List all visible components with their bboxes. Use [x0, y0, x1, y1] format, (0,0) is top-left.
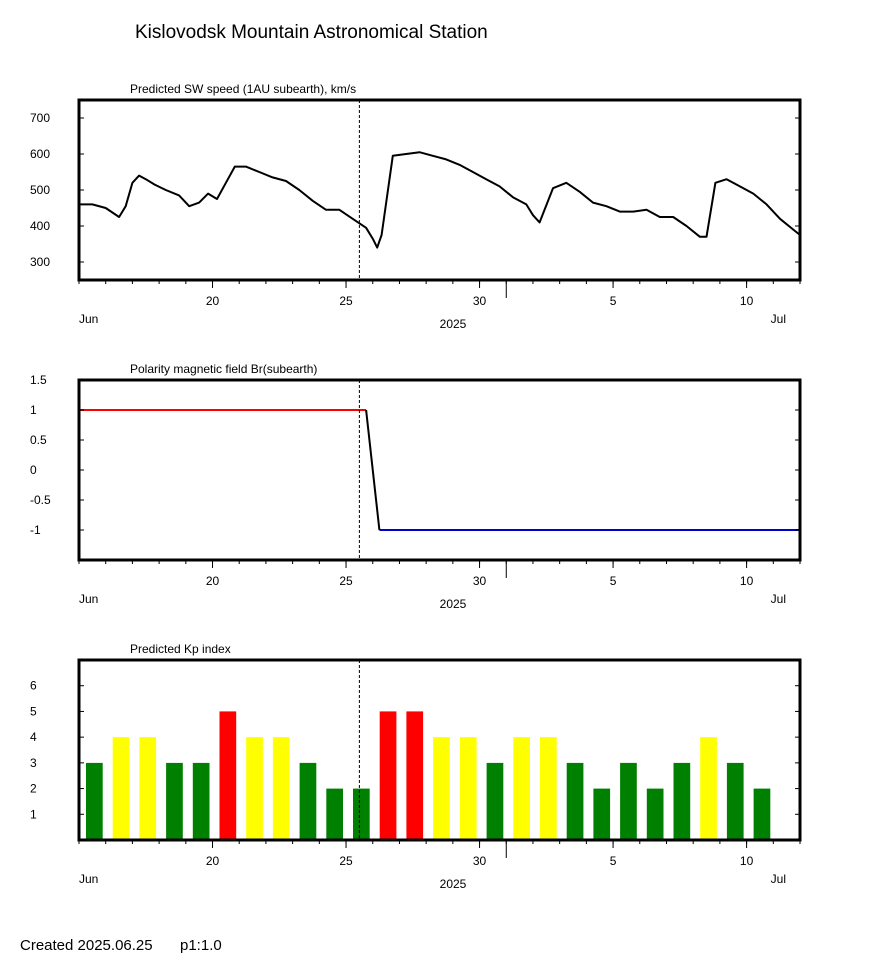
polarity-x-tick-label: 10 — [740, 574, 754, 588]
polarity-x-tick-label: 30 — [473, 574, 487, 588]
kp-bar — [513, 737, 530, 840]
kp-x-tick-label: 5 — [610, 854, 617, 868]
kp-bar — [219, 711, 237, 840]
kp-plot-frame — [77, 658, 802, 842]
polarity-plot-frame — [77, 378, 802, 562]
sw-y-tick-label: 600 — [30, 147, 50, 161]
sw-x-tick-label: 30 — [473, 294, 487, 308]
sw-y-tick-label: 400 — [30, 219, 50, 233]
polarity-x-tick-label: 25 — [339, 574, 353, 588]
sw-speed-title: Predicted SW speed (1AU subearth), km/s — [130, 82, 356, 96]
polarity-y-tick-label: 0 — [30, 463, 37, 477]
polarity-x-tick-label: 20 — [206, 574, 220, 588]
kp-bar — [166, 762, 183, 840]
polarity-y-tick-label: -1 — [30, 523, 41, 537]
polarity-y-tick-label: -0.5 — [30, 493, 51, 507]
kp-bar — [620, 762, 637, 840]
kp-bar — [272, 737, 290, 840]
polarity-series-line — [365, 409, 381, 531]
kp-bar — [673, 762, 691, 840]
sw-month-label-jun: Jun — [79, 312, 98, 326]
kp-bar — [726, 762, 744, 840]
kp-y-tick-label: 5 — [30, 704, 37, 718]
kp-bar — [646, 788, 664, 840]
kp-bar — [459, 737, 477, 840]
kp-year-label: 2025 — [440, 877, 467, 891]
kp-title: Predicted Kp index — [130, 642, 231, 656]
kp-month-label-jun: Jun — [79, 872, 98, 886]
kp-bar — [379, 711, 397, 840]
polarity-y-tick-label: 0.5 — [30, 433, 47, 447]
kp-bar — [486, 762, 504, 840]
kp-y-tick-label: 4 — [30, 730, 37, 744]
sw-series-line — [79, 151, 801, 249]
polarity-month-label-jun: Jun — [79, 592, 98, 606]
kp-bar — [540, 737, 557, 840]
footer-p: p1:1.0 — [180, 937, 222, 954]
kp-bar — [326, 788, 343, 840]
sw-y-tick-label: 700 — [30, 111, 50, 125]
sw-plot-frame — [77, 98, 802, 282]
kp-bar — [246, 737, 263, 840]
kp-bar — [566, 762, 584, 840]
page-title: Kislovodsk Mountain Astronomical Station — [135, 22, 488, 43]
kp-bar — [112, 737, 130, 840]
kp-bar — [593, 788, 611, 840]
sw-x-tick-label: 5 — [610, 294, 617, 308]
kp-y-tick-label: 2 — [30, 782, 37, 796]
polarity-x-tick-label: 5 — [610, 574, 617, 588]
kp-x-tick-label: 20 — [206, 854, 220, 868]
sw-year-label: 2025 — [440, 317, 467, 331]
sw-x-tick-label: 20 — [206, 294, 220, 308]
kp-month-label-jul: Jul — [771, 872, 786, 886]
kp-x-tick-label: 10 — [740, 854, 754, 868]
sw-month-label-jul: Jul — [771, 312, 786, 326]
footer-created: Created 2025.06.25 — [20, 937, 153, 954]
kp-x-tick-label: 25 — [339, 854, 353, 868]
polarity-month-label-jul: Jul — [771, 592, 786, 606]
kp-bar — [86, 762, 103, 840]
sw-y-tick-label: 300 — [30, 255, 50, 269]
polarity-title: Polarity magnetic field Br(subearth) — [130, 362, 317, 376]
kp-bar — [406, 711, 424, 840]
kp-y-tick-label: 6 — [30, 679, 37, 693]
kp-bar — [353, 788, 370, 840]
kp-x-tick-label: 30 — [473, 854, 487, 868]
kp-y-tick-label: 1 — [30, 807, 37, 821]
sw-speed-panel: Predicted SW speed (1AU subearth), km/s … — [30, 82, 802, 331]
kp-bar — [192, 762, 210, 840]
kp-bar — [700, 737, 717, 840]
polarity-y-tick-label: 1 — [30, 403, 37, 417]
kp-bar — [433, 737, 450, 840]
kp-bar — [139, 737, 157, 840]
sw-x-tick-label: 25 — [339, 294, 353, 308]
sw-x-tick-label: 10 — [740, 294, 754, 308]
kp-y-tick-label: 3 — [30, 756, 37, 770]
polarity-panel: Polarity magnetic field Br(subearth) 1.5… — [30, 362, 802, 611]
polarity-y-tick-label: 1.5 — [30, 373, 47, 387]
sw-y-tick-label: 500 — [30, 183, 50, 197]
kp-bar — [753, 788, 771, 840]
kp-bar — [299, 762, 317, 840]
polarity-year-label: 2025 — [440, 597, 467, 611]
